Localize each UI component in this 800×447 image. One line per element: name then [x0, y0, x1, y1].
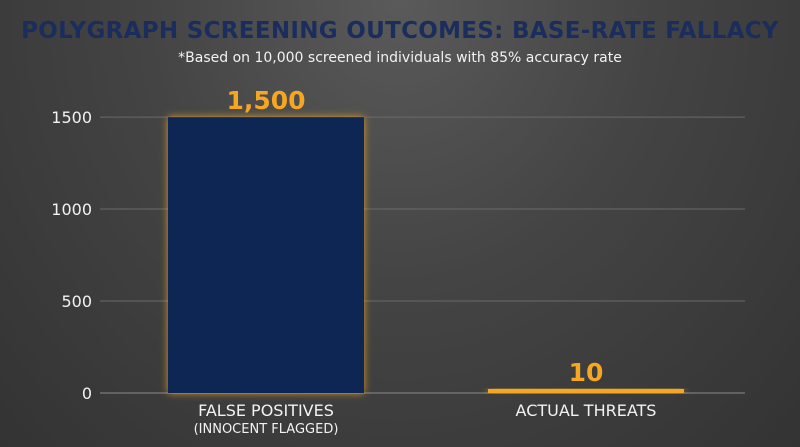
bar-false-positives [168, 117, 364, 394]
category-sublabel-false-positives: (INNOCENT FLAGGED) [194, 422, 339, 437]
y-tick-label-0: 0 [82, 384, 92, 403]
chart-subtitle: *Based on 10,000 screened individuals wi… [178, 50, 622, 66]
y-tick-label-1500: 1500 [51, 108, 92, 127]
category-label-actual-threats: ACTUAL THREATS [516, 401, 657, 420]
data-label-actual-threats: 10 [569, 358, 604, 387]
chart-title: POLYGRAPH SCREENING OUTCOMES: BASE-RATE … [21, 18, 779, 44]
data-label-false-positives: 1,500 [226, 86, 305, 115]
bar-actual-threats [488, 389, 684, 393]
y-tick-label-500: 500 [61, 292, 92, 311]
y-tick-label-1000: 1000 [51, 200, 92, 219]
category-label-false-positives: FALSE POSITIVES [198, 401, 334, 420]
